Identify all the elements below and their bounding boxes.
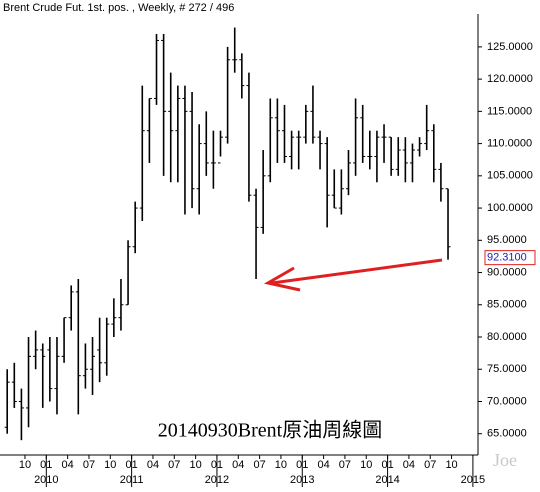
y-tick-label: 120.0000 — [487, 73, 533, 85]
x-tick-label: 07 — [83, 459, 95, 471]
watermark: Joe — [493, 450, 517, 470]
x-tick-label: 10 — [104, 459, 116, 471]
last-price-label: 92.3100 — [487, 252, 527, 264]
year-label: 2010 — [34, 474, 58, 486]
chart-title: Brent Crude Fut. 1st. pos. , Weekly, # 2… — [3, 2, 234, 14]
x-tick-label: 04 — [317, 459, 329, 471]
year-label: 2015 — [461, 474, 485, 486]
x-tick-label: 10 — [445, 459, 457, 471]
x-tick-label: 04 — [232, 459, 244, 471]
y-tick-label: 75.0000 — [487, 363, 527, 375]
y-tick-label: 115.0000 — [487, 105, 532, 117]
x-tick-label: 10 — [189, 459, 201, 471]
x-tick-label: 04 — [62, 459, 74, 471]
arrow-head — [263, 266, 301, 292]
y-tick-label: 70.0000 — [487, 395, 527, 407]
year-label: 2013 — [290, 474, 314, 486]
x-tick-label: 10 — [360, 459, 372, 471]
x-tick-label: 07 — [168, 459, 180, 471]
x-tick-label: 04 — [147, 459, 159, 471]
y-tick-label: 105.0000 — [487, 170, 533, 182]
x-tick-label: 07 — [424, 459, 436, 471]
arrow — [263, 258, 443, 292]
x-tick-label: 04 — [403, 459, 415, 471]
x-tick-label: 10 — [275, 459, 287, 471]
last-price-box — [484, 250, 536, 266]
y-tick-label: 110.0000 — [487, 137, 532, 149]
arrow-shaft — [271, 258, 443, 285]
y-tick-label: 80.0000 — [487, 331, 527, 343]
y-tick-label: 65.0000 — [487, 428, 527, 440]
year-label: 2014 — [375, 474, 399, 486]
year-label: 2011 — [120, 474, 144, 486]
x-tick-label: 07 — [339, 459, 351, 471]
x-tick-label: 10 — [19, 459, 31, 471]
y-tick-label: 85.0000 — [487, 299, 527, 311]
y-tick-label: 100.0000 — [487, 202, 533, 214]
y-tick-label: 90.0000 — [487, 266, 527, 278]
annotation: 20140930Brent原油周線圖 — [158, 419, 382, 442]
y-tick-label: 125.0000 — [487, 41, 533, 53]
y-tick-label: 95.0000 — [487, 234, 527, 246]
year-label: 2012 — [205, 474, 229, 486]
x-tick-label: 07 — [253, 459, 265, 471]
